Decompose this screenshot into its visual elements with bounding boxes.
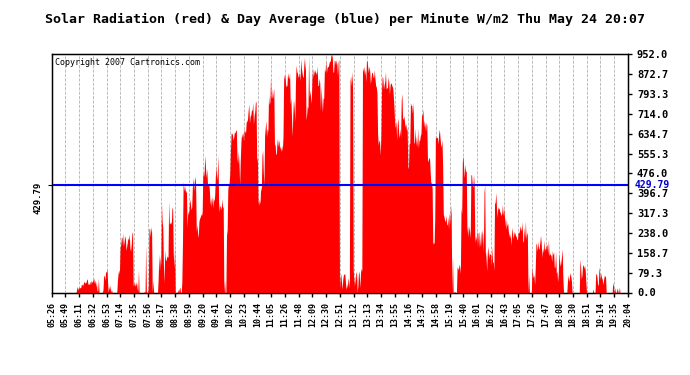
Text: Solar Radiation (red) & Day Average (blue) per Minute W/m2 Thu May 24 20:07: Solar Radiation (red) & Day Average (blu… xyxy=(45,13,645,26)
Text: Copyright 2007 Cartronics.com: Copyright 2007 Cartronics.com xyxy=(55,58,199,67)
Text: 429.79: 429.79 xyxy=(635,180,670,190)
